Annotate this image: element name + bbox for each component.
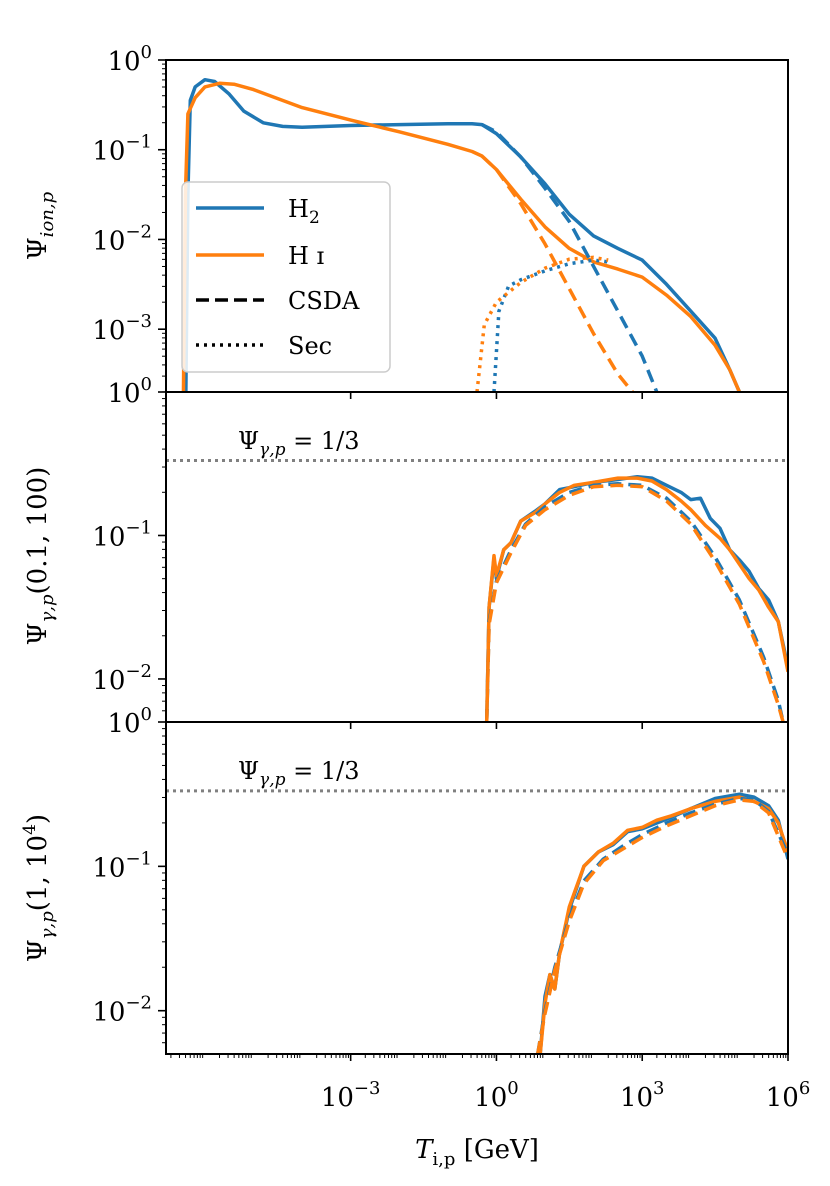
reference-annotation: Ψγ,p = 1/3 bbox=[238, 757, 360, 790]
ylabel-end: ) bbox=[23, 814, 53, 824]
y-tick-label: 10−2 bbox=[92, 661, 152, 696]
panel-gamma-100-ylabel: Ψγ,p(0.1, 100) bbox=[23, 467, 58, 646]
series-line-h-i bbox=[484, 476, 788, 722]
y-tick-label: 10−1 bbox=[92, 132, 152, 167]
x-tick-label: 10−3 bbox=[321, 1078, 381, 1113]
ylabel-sub: ion,p bbox=[37, 191, 58, 237]
reference-label-value: = 1/3 bbox=[286, 427, 360, 455]
panel-gamma-100-y-ticks: 100 10−1 10−2 bbox=[92, 374, 166, 712]
legend-label-csda: CSDA bbox=[288, 287, 360, 315]
reference-annotation: Ψγ,p = 1/3 bbox=[238, 427, 360, 460]
ylabel-main: Ψ bbox=[23, 237, 53, 260]
series-line-h2-csda bbox=[481, 123, 659, 392]
y-tick-label: 10−2 bbox=[92, 221, 152, 256]
y-tick-label: 100 bbox=[107, 704, 152, 739]
x-axis-label-sub: i,p bbox=[432, 1149, 455, 1170]
reference-label-value: = 1/3 bbox=[286, 757, 360, 785]
x-axis-label-main: T bbox=[415, 1135, 434, 1165]
panel-ion-series-group bbox=[181, 77, 742, 392]
panel-gamma-1e4-y-ticks: 100 10−1 10−2 bbox=[92, 704, 166, 1044]
y-tick-label: 10−1 bbox=[92, 848, 152, 883]
panel-gamma-1e4-ylabel: Ψγ,p(1, 104) bbox=[20, 814, 58, 962]
legend-label-h2-main: H bbox=[288, 195, 309, 223]
series-line-h-i-sec bbox=[475, 255, 609, 392]
series-line-h2-sec bbox=[492, 258, 609, 392]
panel-ion-y-ticks: 100 10−1 10−2 10−3 bbox=[92, 42, 166, 393]
legend-label-h2-sub: 2 bbox=[309, 208, 320, 228]
panel-gamma-100-series-group bbox=[484, 474, 788, 722]
ylabel-sub: γ,p bbox=[37, 911, 58, 939]
legend-label-sec: Sec bbox=[288, 332, 332, 360]
series-line-h-i-csda bbox=[484, 483, 785, 722]
ylabel-sub: γ,p bbox=[37, 594, 58, 622]
y-tick-label: 100 bbox=[107, 42, 152, 77]
y-tick-label: 100 bbox=[107, 374, 152, 409]
ylabel-suffix: (1, 10 bbox=[23, 835, 53, 911]
reference-label-sub: γ,p bbox=[259, 770, 286, 790]
legend: H2 H ɪ CSDA Sec bbox=[181, 181, 391, 373]
ylabel-suffix: (0.1, 100) bbox=[23, 467, 53, 595]
y-tick-label: 10−3 bbox=[92, 311, 152, 346]
series-line-h-i bbox=[538, 795, 788, 1054]
x-axis-label: Ti,p [GeV] bbox=[415, 1135, 539, 1170]
ylabel-sup: 4 bbox=[20, 824, 40, 835]
panel-ion: 100 10−1 10−2 10−3 Ψion,p H2 H ɪ CSDA Sec bbox=[23, 42, 789, 393]
series-line-h-i-csda bbox=[480, 154, 634, 392]
series-line-h2 bbox=[538, 792, 788, 1054]
panel-ion-ylabel: Ψion,p bbox=[23, 191, 58, 260]
panel-gamma-1e4-series-group bbox=[535, 792, 788, 1054]
y-tick-label: 10−2 bbox=[92, 993, 152, 1028]
ylabel-main: Ψ bbox=[23, 939, 53, 962]
reference-label: Ψ bbox=[238, 427, 259, 455]
x-axis-ticks: 10−3 100 103 106 bbox=[170, 392, 811, 1113]
legend-label-h2: H2 bbox=[288, 195, 320, 228]
series-line-h2 bbox=[184, 77, 742, 392]
x-tick-label: 100 bbox=[474, 1078, 519, 1113]
ylabel-main: Ψ bbox=[23, 623, 53, 646]
y-tick-label: 10−1 bbox=[92, 517, 152, 552]
series-line-h-i-csda bbox=[535, 798, 788, 1054]
series-line-h-i bbox=[181, 81, 742, 392]
legend-box bbox=[181, 181, 391, 373]
legend-label-hi: H ɪ bbox=[288, 242, 325, 270]
reference-label-sub: γ,p bbox=[259, 440, 286, 460]
series-line-h2-csda bbox=[535, 796, 788, 1054]
x-tick-label: 103 bbox=[620, 1078, 665, 1113]
x-tick-label: 106 bbox=[766, 1078, 811, 1113]
x-axis-label-unit: [GeV] bbox=[455, 1135, 538, 1165]
reference-label: Ψ bbox=[238, 757, 259, 785]
